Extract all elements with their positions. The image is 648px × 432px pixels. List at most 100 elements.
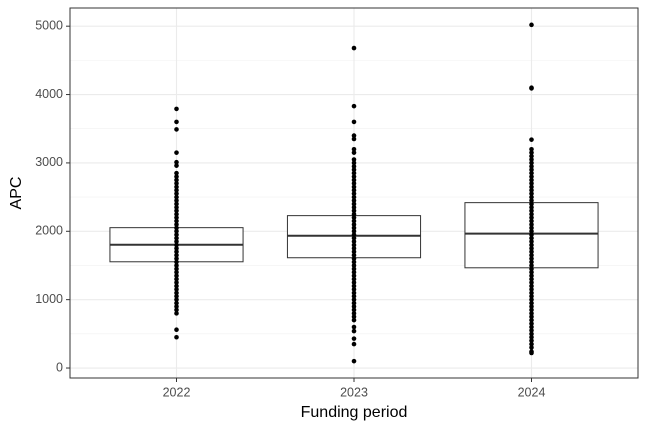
data-point: [529, 215, 534, 220]
data-point: [351, 157, 357, 162]
y-tick-label: 0: [56, 360, 63, 374]
data-point: [351, 259, 357, 265]
data-point: [351, 246, 357, 251]
data-point: [529, 153, 534, 159]
data-point: [174, 228, 179, 234]
data-point: [174, 246, 179, 251]
data-point: [174, 300, 179, 306]
data-point: [529, 350, 534, 356]
data-point: [529, 228, 534, 234]
data-point: [529, 205, 534, 210]
data-point: [529, 256, 534, 261]
data-point: [529, 331, 534, 337]
data-point: [174, 225, 179, 231]
data-point: [529, 297, 534, 302]
data-point: [529, 160, 534, 166]
data-point: [529, 266, 534, 272]
data-point: [174, 119, 179, 125]
data-point: [174, 242, 179, 248]
data-point: [174, 181, 179, 186]
data-point: [529, 218, 534, 224]
data-point: [351, 358, 357, 364]
data-point: [174, 311, 179, 316]
data-point: [174, 263, 179, 268]
data-point: [351, 314, 357, 320]
data-point: [351, 290, 357, 296]
data-point: [351, 280, 357, 285]
data-point: [529, 225, 534, 231]
data-point: [529, 239, 534, 244]
data-point: [174, 252, 179, 258]
y-tick-label: 1000: [35, 292, 63, 306]
data-point: [174, 287, 179, 292]
data-point: [174, 127, 179, 132]
data-point: [351, 266, 357, 272]
data-point: [351, 187, 357, 193]
data-point: [351, 283, 357, 289]
data-point: [529, 187, 534, 193]
data-point: [529, 314, 534, 320]
data-point: [529, 334, 534, 340]
data-point: [174, 293, 179, 299]
data-point: [351, 222, 357, 227]
data-point: [529, 174, 534, 179]
data-point: [351, 184, 357, 190]
data-point: [351, 170, 357, 176]
data-point: [529, 280, 534, 285]
data-point: [529, 137, 534, 142]
y-tick-label: 4000: [35, 87, 63, 101]
data-point: [529, 232, 534, 238]
data-point: [529, 246, 534, 251]
data-point: [351, 211, 357, 217]
data-point: [529, 22, 534, 28]
data-point: [529, 201, 534, 207]
data-point: [529, 252, 534, 258]
data-point: [174, 235, 179, 241]
data-point: [529, 293, 534, 299]
data-point: [351, 150, 357, 155]
data-point: [174, 174, 179, 179]
data-point: [174, 201, 179, 207]
data-point: [174, 249, 179, 255]
data-point: [351, 300, 357, 306]
data-point: [529, 300, 534, 306]
x-tick-label: 2023: [340, 385, 368, 399]
data-point: [351, 270, 357, 275]
data-point: [529, 311, 534, 316]
data-point: [529, 222, 534, 227]
data-point: [529, 270, 534, 275]
data-point: [351, 218, 357, 224]
data-point: [529, 273, 534, 279]
data-point: [174, 283, 179, 289]
data-point: [351, 293, 357, 299]
data-point: [351, 208, 357, 214]
data-point: [529, 170, 534, 176]
data-point: [174, 198, 179, 203]
data-point: [174, 177, 179, 183]
data-point: [351, 235, 357, 241]
data-point: [174, 270, 179, 275]
x-axis-title: Funding period: [301, 404, 408, 421]
data-point: [351, 341, 357, 347]
x-tick-label: 2024: [518, 385, 546, 399]
data-point: [351, 317, 357, 323]
data-point: [529, 341, 534, 347]
data-point: [351, 174, 357, 179]
data-point: [529, 157, 534, 162]
data-point: [351, 45, 357, 51]
data-point: [174, 106, 179, 112]
data-point: [351, 324, 357, 330]
data-point: [351, 194, 357, 200]
data-point: [174, 334, 179, 340]
data-point: [529, 211, 534, 217]
data-point: [174, 232, 179, 238]
data-point: [529, 283, 534, 289]
data-point: [529, 290, 534, 296]
data-point: [351, 146, 357, 152]
data-point: [529, 321, 534, 326]
data-point: [174, 215, 179, 220]
data-point: [351, 136, 357, 142]
data-point: [174, 194, 179, 200]
data-point: [351, 311, 357, 316]
data-point: [351, 198, 357, 203]
